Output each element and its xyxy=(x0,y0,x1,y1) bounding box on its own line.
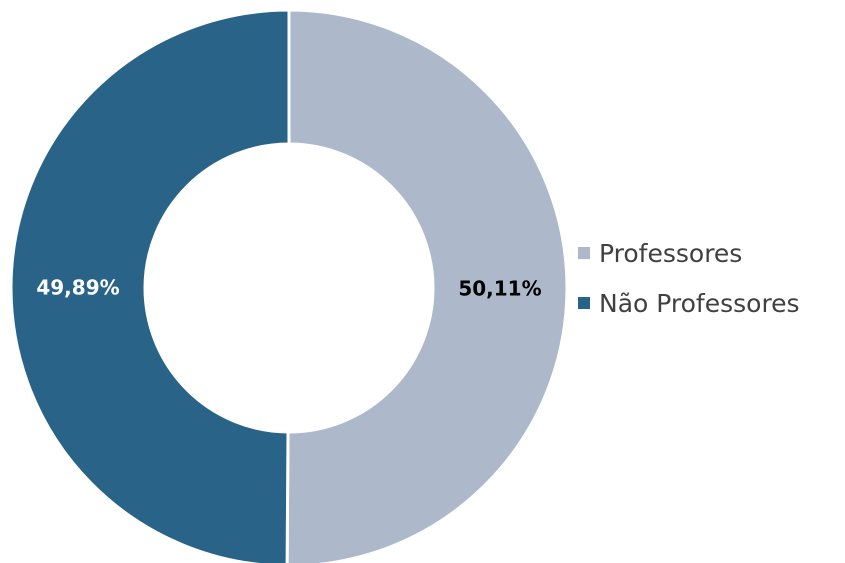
slice-n-o-professores xyxy=(9,8,291,563)
slice-professores xyxy=(285,8,569,563)
donut-slices xyxy=(9,8,569,563)
legend-item-professores: Professores xyxy=(578,238,800,268)
legend-label-nao-professores: Não Professores xyxy=(599,288,800,318)
data-label-n-o-professores: 49,89% xyxy=(36,275,119,299)
legend-swatch-professores xyxy=(578,247,590,259)
legend-item-nao-professores: Não Professores xyxy=(578,288,800,318)
data-label-professores: 50,11% xyxy=(458,277,541,301)
legend-swatch-nao-professores xyxy=(578,297,590,309)
data-labels: 50,11% 49,89% xyxy=(36,275,541,300)
chart-legend: Professores Não Professores xyxy=(578,238,800,318)
legend-label-professores: Professores xyxy=(599,238,743,268)
